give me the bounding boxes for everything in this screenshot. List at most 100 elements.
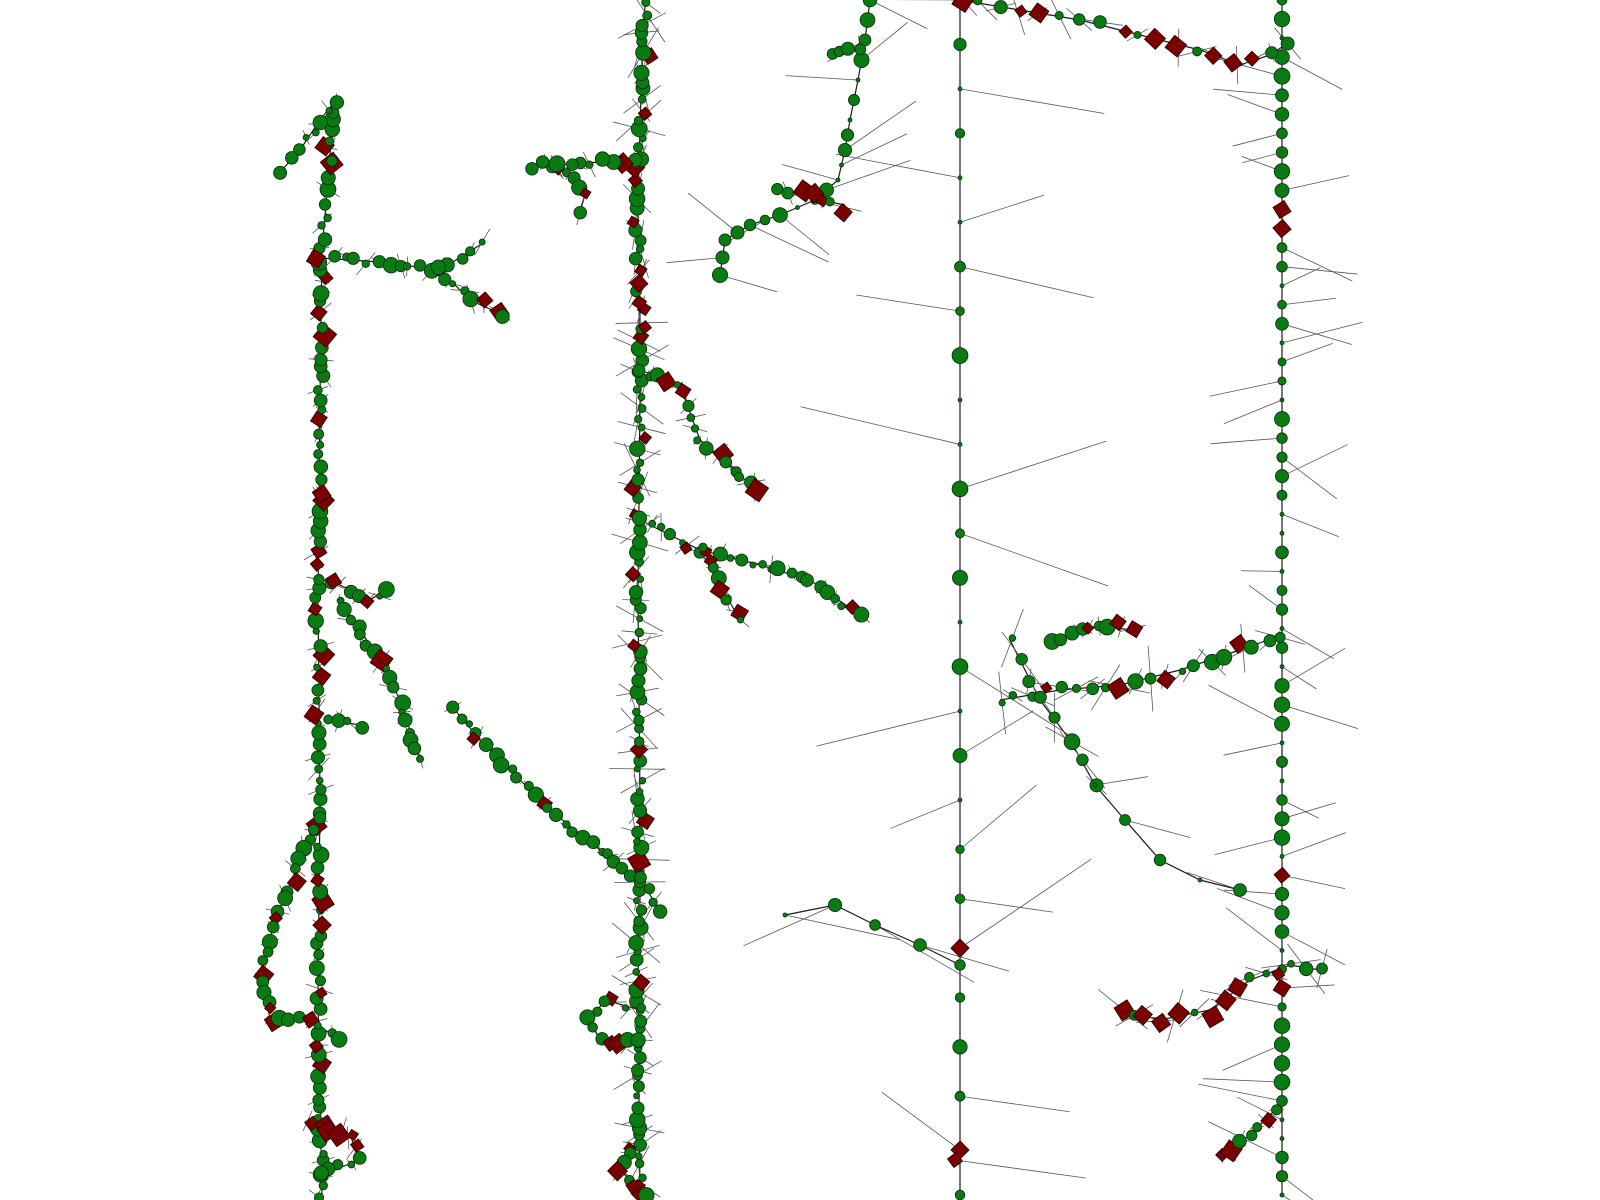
circle-node xyxy=(397,712,413,728)
circle-node xyxy=(1279,530,1285,536)
circle-node xyxy=(952,569,968,586)
circle-node xyxy=(318,1181,328,1191)
circle-node xyxy=(1274,183,1290,198)
edge-line xyxy=(1241,570,1283,572)
circle-node xyxy=(771,182,784,196)
circle-node xyxy=(1274,715,1290,732)
circle-node xyxy=(336,601,352,618)
diamond-node xyxy=(311,483,332,505)
circle-node xyxy=(1276,0,1288,6)
circle-node xyxy=(957,619,963,625)
circle-node xyxy=(1008,691,1018,700)
edge-line xyxy=(1281,832,1346,857)
circle-node xyxy=(312,1093,325,1106)
circle-node xyxy=(630,1032,646,1048)
circle-node xyxy=(1233,883,1247,897)
diamond-node xyxy=(309,556,325,572)
edge-line xyxy=(725,219,766,244)
circle-node xyxy=(954,128,966,139)
edge-line xyxy=(1222,1044,1283,1071)
circle-node xyxy=(1276,242,1288,253)
diamond-node xyxy=(1028,2,1050,24)
circle-node xyxy=(1276,794,1288,806)
diamond-node xyxy=(679,541,693,555)
circle-node xyxy=(636,575,645,583)
circle-node xyxy=(315,784,327,796)
circle-node xyxy=(345,614,357,626)
node-layer xyxy=(253,0,1328,1200)
circle-node xyxy=(311,750,325,765)
circle-node xyxy=(637,404,647,413)
edge-line xyxy=(1213,88,1283,96)
circle-node xyxy=(957,708,963,714)
edge-line xyxy=(1124,819,1191,839)
circle-node xyxy=(951,658,969,675)
circle-node xyxy=(541,802,553,813)
circle-node xyxy=(586,835,601,850)
circle-node xyxy=(478,737,494,753)
diamond-node xyxy=(309,410,328,429)
diamond-node xyxy=(1156,669,1176,690)
circle-node xyxy=(326,155,338,167)
circle-node xyxy=(957,219,963,225)
diamond-node xyxy=(730,603,749,623)
circle-node xyxy=(456,253,469,265)
circle-node xyxy=(1273,163,1291,180)
circle-node xyxy=(782,912,788,918)
diamond-node xyxy=(637,106,653,122)
diamond-node xyxy=(1143,27,1167,50)
circle-node xyxy=(1279,626,1285,631)
edge-line xyxy=(1281,799,1319,819)
circle-node xyxy=(361,259,370,268)
circle-node xyxy=(315,473,328,486)
diamond-node xyxy=(286,871,307,893)
circle-node xyxy=(1133,30,1142,39)
diamond-node xyxy=(627,172,644,189)
circle-node xyxy=(830,593,840,604)
circle-node xyxy=(656,522,666,532)
circle-node xyxy=(548,807,564,822)
edge-line xyxy=(749,224,829,263)
circle-node xyxy=(1048,711,1061,724)
diamond-node xyxy=(1272,218,1292,239)
edge-line xyxy=(874,924,975,983)
circle-node xyxy=(430,259,446,275)
edge-line xyxy=(1200,989,1283,1008)
circle-node xyxy=(1276,260,1288,273)
edge-line xyxy=(826,159,911,191)
edge-line xyxy=(1281,984,1335,989)
edge-line xyxy=(1094,776,1149,786)
edge-line xyxy=(1281,175,1350,191)
circle-node xyxy=(633,115,644,126)
circle-node xyxy=(1279,664,1285,670)
circle-node xyxy=(1197,877,1203,883)
edge-line xyxy=(959,266,1094,299)
circle-node xyxy=(1275,1170,1289,1183)
edge-line xyxy=(1281,931,1345,966)
circle-node xyxy=(686,413,696,422)
circle-node xyxy=(290,863,301,874)
circle-node xyxy=(712,546,728,562)
circle-node xyxy=(343,716,352,726)
edge-line xyxy=(919,944,1010,972)
circle-node xyxy=(1277,376,1287,386)
diamond-node xyxy=(1243,50,1261,67)
circle-node xyxy=(308,960,325,976)
circle-node xyxy=(682,399,695,412)
circle-node xyxy=(633,897,640,905)
circle-node xyxy=(273,165,288,180)
circle-node xyxy=(312,696,321,705)
edge-line xyxy=(869,0,928,30)
diamond-node xyxy=(312,915,332,935)
circle-node xyxy=(623,869,637,883)
circle-node xyxy=(1033,690,1047,704)
circle-node xyxy=(955,306,965,316)
circle-node xyxy=(648,519,657,528)
panel-3-branch xyxy=(784,904,961,966)
circle-node xyxy=(1279,397,1285,403)
circle-node xyxy=(315,776,324,785)
circle-node xyxy=(1274,678,1290,694)
circle-node xyxy=(311,683,325,697)
circle-node xyxy=(1215,649,1233,666)
circle-node xyxy=(1279,740,1285,746)
